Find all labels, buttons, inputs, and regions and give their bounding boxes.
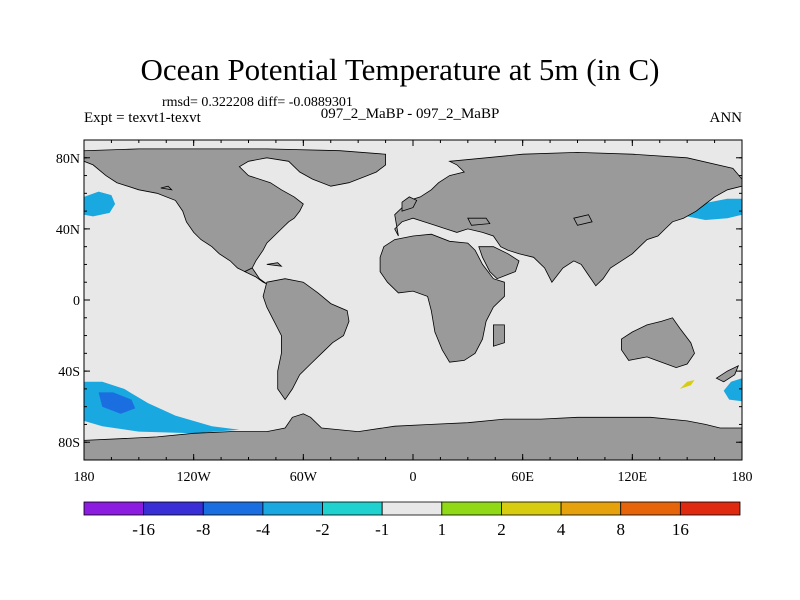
- y-axis: 80N 40N 0 40S 80S: [56, 139, 742, 461]
- anomaly-patch: [723, 378, 742, 402]
- colorbar-swatch: [560, 501, 622, 516]
- case-label: 097_2_MaBP - 097_2_MaBP: [320, 106, 500, 122]
- y-tick-label: 80S: [58, 436, 80, 451]
- colorbar-label: 4: [557, 520, 566, 539]
- land-mass: [401, 196, 418, 212]
- colorbar-label: 1: [438, 520, 447, 539]
- anomaly-patch: [679, 380, 695, 389]
- colorbar-label: -4: [256, 520, 271, 539]
- anomaly-patch: [84, 381, 240, 434]
- x-tick-label: 120W: [177, 470, 212, 485]
- colorbar-label: -1: [375, 520, 389, 539]
- colorbar-swatch: [381, 501, 443, 516]
- land-mass: [467, 217, 491, 226]
- x-tick-label: 60W: [290, 470, 318, 485]
- land-mass: [83, 148, 387, 273]
- experiment-label: Expt = texvt1-texvt: [84, 110, 201, 126]
- y-tick-label: 40N: [56, 223, 80, 238]
- anomaly-patch: [687, 198, 742, 220]
- colorbar-label: -8: [196, 520, 210, 539]
- land-layer: [83, 148, 743, 461]
- colorbar-label: 8: [616, 520, 625, 539]
- colorbar-label: -2: [315, 520, 329, 539]
- y-tick-label: 0: [73, 294, 80, 309]
- land-mass: [379, 233, 505, 363]
- anomaly-patch: [98, 392, 136, 414]
- colorbar-swatch: [679, 501, 741, 516]
- land-mass: [573, 214, 593, 226]
- y-tick-label: 80N: [56, 152, 80, 167]
- colorbar: -16 -8 -4 -2 -1 1 2 4 8 16: [83, 501, 741, 539]
- land-mass: [83, 413, 743, 461]
- y-tick-label: 40S: [58, 365, 80, 380]
- colorbar-label: 16: [672, 520, 689, 539]
- land-mass: [621, 317, 695, 369]
- x-tick-label: 60E: [511, 470, 534, 485]
- plot-area: [83, 139, 743, 461]
- colorbar-swatch: [143, 501, 204, 516]
- chart-title: Ocean Potential Temperature at 5m (in C): [140, 52, 660, 87]
- colorbar-swatch: [83, 501, 145, 516]
- x-tick-label: 120E: [618, 470, 648, 485]
- land-mass: [266, 262, 283, 267]
- land-mass: [262, 278, 350, 401]
- colorbar-swatch: [322, 501, 383, 516]
- colorbar-label: -16: [132, 520, 155, 539]
- land-mass: [394, 151, 743, 287]
- stats-label: rmsd= 0.322208 diff= -0.0889301: [162, 95, 353, 110]
- land-mass: [160, 185, 173, 191]
- land-mass: [492, 324, 505, 347]
- anomaly-patch: [84, 191, 116, 217]
- x-axis: 180 120W 60W 0 60E 120E 180: [74, 140, 753, 485]
- colorbar-swatch: [620, 501, 681, 516]
- colorbar-swatch: [501, 501, 562, 516]
- season-label: ANN: [709, 110, 743, 126]
- x-tick-label: 180: [732, 470, 753, 485]
- colorbar-swatch: [441, 501, 502, 516]
- colorbar-swatch: [262, 501, 323, 516]
- x-tick-label: 0: [410, 470, 417, 485]
- land-mass: [715, 364, 740, 383]
- land-mass: [478, 246, 520, 280]
- anomaly-layer: [84, 187, 742, 434]
- colorbar-label: 2: [497, 520, 506, 539]
- x-tick-label: 180: [74, 470, 95, 485]
- colorbar-swatch: [202, 501, 264, 516]
